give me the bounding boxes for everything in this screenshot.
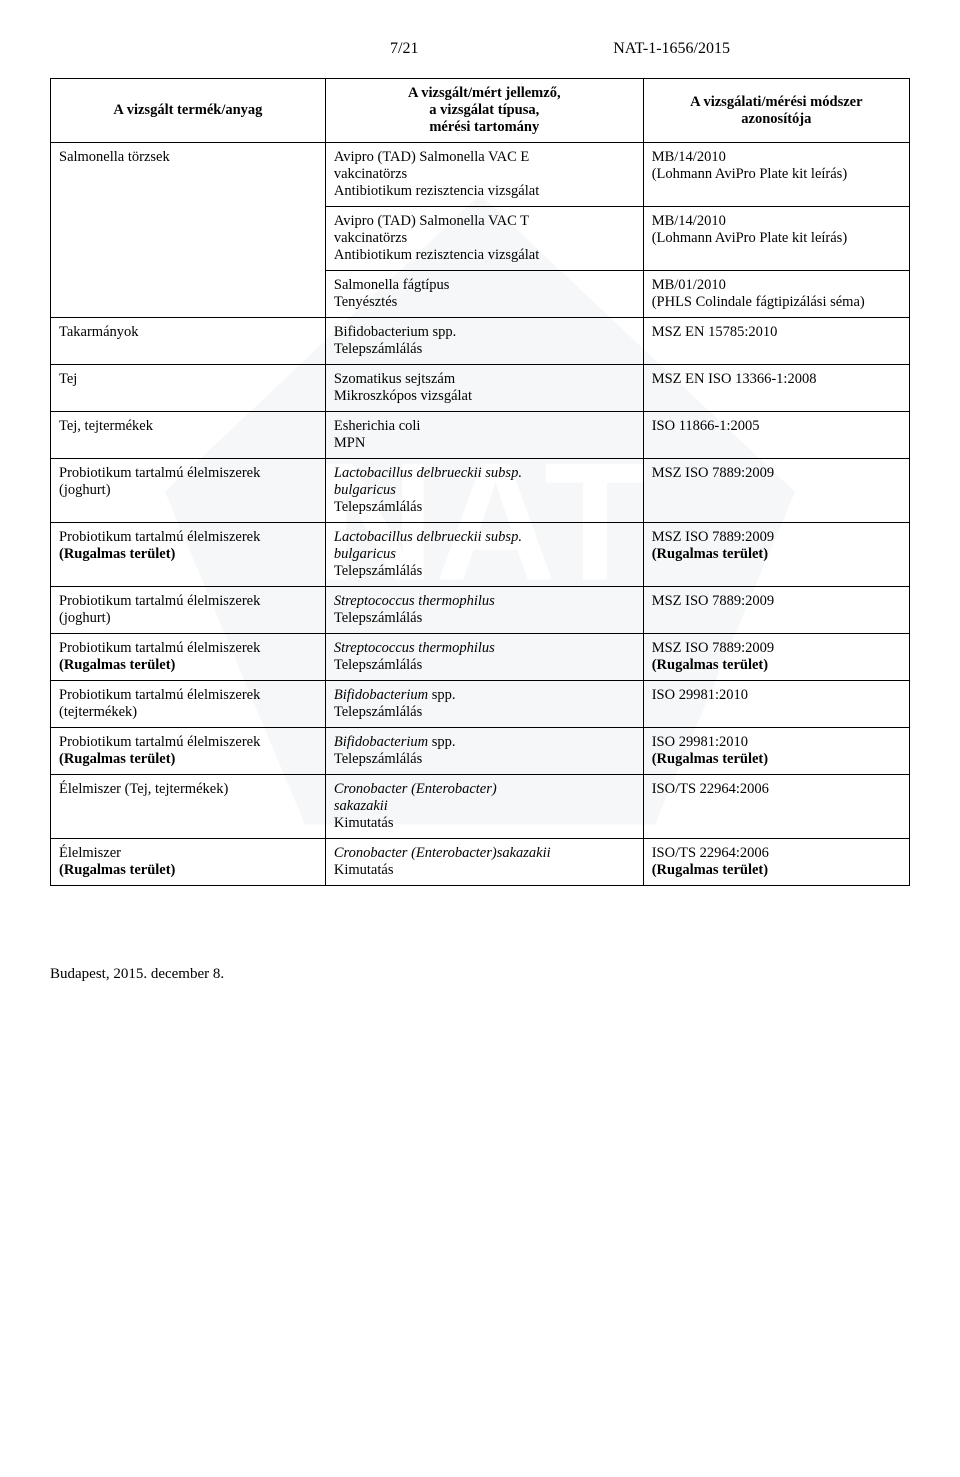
table-row: Probiotikum tartalmú élelmiszerek (joghu… (51, 459, 910, 523)
cell: Szomatikus sejtszám Mikroszkópos vizsgál… (325, 365, 643, 412)
cell: Élelmiszer (Tej, tejtermékek) (51, 775, 326, 839)
cell: MSZ ISO 7889:2009 (Rugalmas terület) (643, 523, 909, 587)
cell: Tej, tejtermékek (51, 412, 326, 459)
cell: Probiotikum tartalmú élelmiszerek (Rugal… (51, 634, 326, 681)
table-row: Probiotikum tartalmú élelmiszerek (Rugal… (51, 523, 910, 587)
cell: Avipro (TAD) Salmonella VAC T vakcinatör… (325, 207, 643, 271)
cell: Bifidobacterium spp. Telepszámlálás (325, 728, 643, 775)
cell: Streptococcus thermophilus Telepszámlálá… (325, 587, 643, 634)
cell: Takarmányok (51, 318, 326, 365)
table-row: Élelmiszer (Rugalmas terület) Cronobacte… (51, 839, 910, 886)
doc-reference: NAT-1-1656/2015 (613, 40, 730, 58)
cell: MB/01/2010 (PHLS Colindale fágtipizálási… (643, 271, 909, 318)
table-row: Probiotikum tartalmú élelmiszerek (tejte… (51, 681, 910, 728)
cell: Probiotikum tartalmú élelmiszerek (joghu… (51, 587, 326, 634)
cell: MB/14/2010 (Lohmann AviPro Plate kit leí… (643, 207, 909, 271)
cell: Lactobacillus delbrueckii subsp. bulgari… (325, 523, 643, 587)
cell: MSZ ISO 7889:2009 (Rugalmas terület) (643, 634, 909, 681)
page-header: 7/21 NAT-1-1656/2015 (50, 40, 910, 58)
table-row: Probiotikum tartalmú élelmiszerek (Rugal… (51, 728, 910, 775)
cell: Probiotikum tartalmú élelmiszerek (joghu… (51, 459, 326, 523)
cell: Élelmiszer (Rugalmas terület) (51, 839, 326, 886)
table-row: Takarmányok Bifidobacterium spp. Telepsz… (51, 318, 910, 365)
cell: Bifidobacterium spp. Telepszámlálás (325, 681, 643, 728)
col2-header: A vizsgált/mért jellemző, a vizsgálat tí… (325, 79, 643, 143)
table-row: Tej, tejtermékek Esherichia coli MPN ISO… (51, 412, 910, 459)
col3-header: A vizsgálati/mérési módszer azonosítója (643, 79, 909, 143)
cell: ISO 11866-1:2005 (643, 412, 909, 459)
cell: Salmonella fágtípus Tenyésztés (325, 271, 643, 318)
cell: ISO/TS 22964:2006 (Rugalmas terület) (643, 839, 909, 886)
cell: Streptococcus thermophilus Telepszámlálá… (325, 634, 643, 681)
cell: Salmonella törzsek (51, 143, 326, 318)
cell: MSZ ISO 7889:2009 (643, 587, 909, 634)
cell: MSZ ISO 7889:2009 (643, 459, 909, 523)
table-row: Probiotikum tartalmú élelmiszerek (joghu… (51, 587, 910, 634)
col1-header: A vizsgált termék/anyag (51, 79, 326, 143)
cell: Cronobacter (Enterobacter) sakazakii Kim… (325, 775, 643, 839)
cell: MSZ EN 15785:2010 (643, 318, 909, 365)
table-row: Salmonella törzsek Avipro (TAD) Salmonel… (51, 143, 910, 207)
table-row: Probiotikum tartalmú élelmiszerek (Rugal… (51, 634, 910, 681)
cell: ISO/TS 22964:2006 (643, 775, 909, 839)
cell: MSZ EN ISO 13366-1:2008 (643, 365, 909, 412)
page-number: 7/21 (390, 40, 418, 58)
cell: ISO 29981:2010 (643, 681, 909, 728)
cell: Probiotikum tartalmú élelmiszerek (Rugal… (51, 728, 326, 775)
cell: Lactobacillus delbrueckii subsp. bulgari… (325, 459, 643, 523)
table-row: Élelmiszer (Tej, tejtermékek) Cronobacte… (51, 775, 910, 839)
cell: Avipro (TAD) Salmonella VAC E vakcinatör… (325, 143, 643, 207)
table-row: Tej Szomatikus sejtszám Mikroszkópos viz… (51, 365, 910, 412)
cell: Bifidobacterium spp. Telepszámlálás (325, 318, 643, 365)
footer-date: Budapest, 2015. december 8. (50, 966, 910, 983)
main-table: A vizsgált termék/anyag A vizsgált/mért … (50, 78, 910, 886)
table-header-row: A vizsgált termék/anyag A vizsgált/mért … (51, 79, 910, 143)
cell: Esherichia coli MPN (325, 412, 643, 459)
cell: Tej (51, 365, 326, 412)
cell: Cronobacter (Enterobacter)sakazakii Kimu… (325, 839, 643, 886)
cell: Probiotikum tartalmú élelmiszerek (Rugal… (51, 523, 326, 587)
cell: ISO 29981:2010 (Rugalmas terület) (643, 728, 909, 775)
cell: Probiotikum tartalmú élelmiszerek (tejte… (51, 681, 326, 728)
cell: MB/14/2010 (Lohmann AviPro Plate kit leí… (643, 143, 909, 207)
